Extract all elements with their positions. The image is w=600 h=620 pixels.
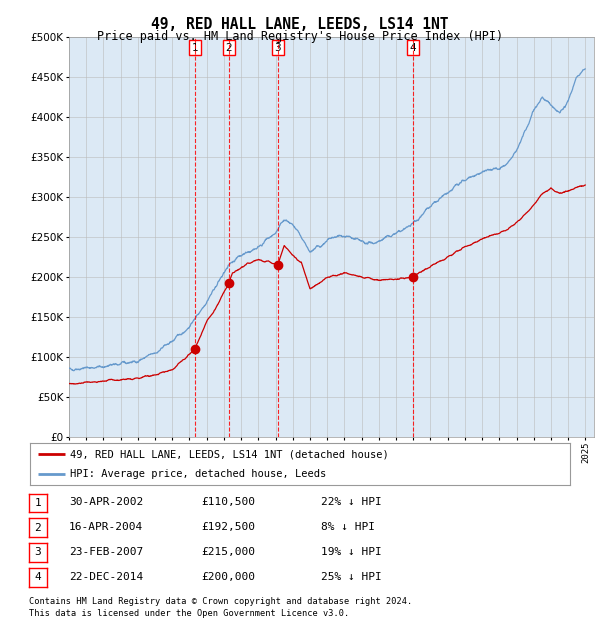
- Text: 3: 3: [275, 43, 281, 53]
- Text: 30-APR-2002: 30-APR-2002: [69, 497, 143, 507]
- Text: £215,000: £215,000: [201, 547, 255, 557]
- Text: 49, RED HALL LANE, LEEDS, LS14 1NT: 49, RED HALL LANE, LEEDS, LS14 1NT: [151, 17, 449, 32]
- Text: 4: 4: [409, 43, 416, 53]
- Text: £200,000: £200,000: [201, 572, 255, 582]
- Text: £110,500: £110,500: [201, 497, 255, 507]
- Text: 1: 1: [34, 498, 41, 508]
- Text: 8% ↓ HPI: 8% ↓ HPI: [321, 522, 375, 532]
- Text: 22% ↓ HPI: 22% ↓ HPI: [321, 497, 382, 507]
- Text: 22-DEC-2014: 22-DEC-2014: [69, 572, 143, 582]
- Text: Price paid vs. HM Land Registry's House Price Index (HPI): Price paid vs. HM Land Registry's House …: [97, 30, 503, 43]
- Text: 49, RED HALL LANE, LEEDS, LS14 1NT (detached house): 49, RED HALL LANE, LEEDS, LS14 1NT (deta…: [71, 449, 389, 459]
- Text: 2: 2: [34, 523, 41, 533]
- Text: 2: 2: [226, 43, 232, 53]
- Text: 19% ↓ HPI: 19% ↓ HPI: [321, 547, 382, 557]
- Text: 4: 4: [34, 572, 41, 582]
- Text: 1: 1: [192, 43, 199, 53]
- Text: 25% ↓ HPI: 25% ↓ HPI: [321, 572, 382, 582]
- Text: £192,500: £192,500: [201, 522, 255, 532]
- Text: 23-FEB-2007: 23-FEB-2007: [69, 547, 143, 557]
- Text: Contains HM Land Registry data © Crown copyright and database right 2024.: Contains HM Land Registry data © Crown c…: [29, 597, 412, 606]
- Text: 3: 3: [34, 547, 41, 557]
- Text: HPI: Average price, detached house, Leeds: HPI: Average price, detached house, Leed…: [71, 469, 327, 479]
- Text: 16-APR-2004: 16-APR-2004: [69, 522, 143, 532]
- Text: This data is licensed under the Open Government Licence v3.0.: This data is licensed under the Open Gov…: [29, 608, 349, 618]
